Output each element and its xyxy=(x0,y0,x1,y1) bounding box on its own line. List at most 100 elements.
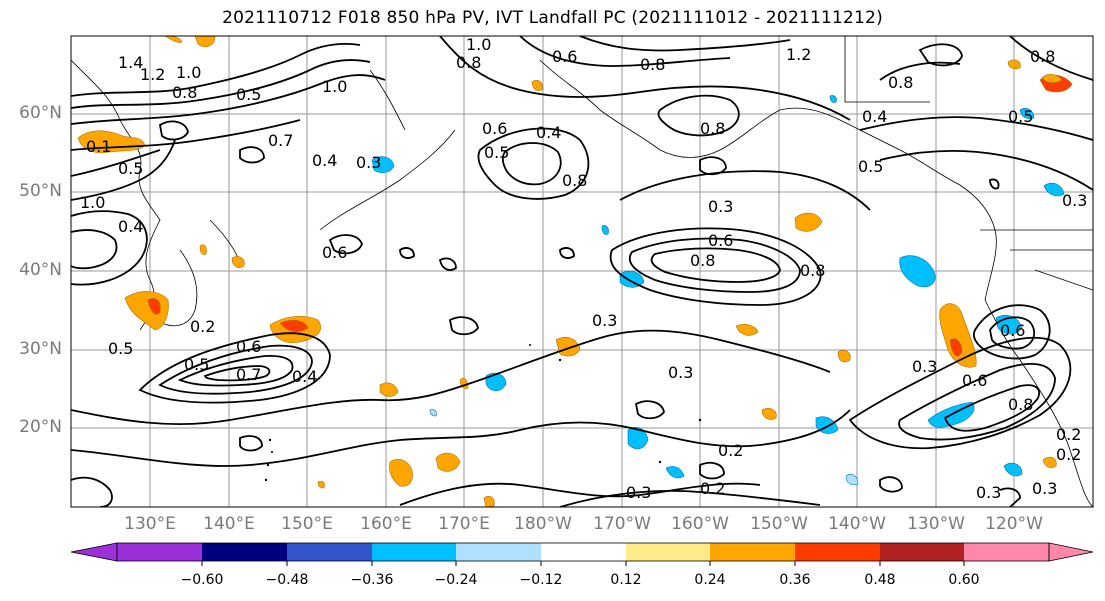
contour-label: 0.3 xyxy=(592,311,617,330)
lon-label: 150°E xyxy=(281,514,333,534)
contour-label: 1.4 xyxy=(118,53,143,72)
contour-label: 0.7 xyxy=(268,131,293,150)
contour-label: 0.2 xyxy=(1056,425,1081,444)
contour-label: 0.3 xyxy=(976,483,1001,502)
contour-label: 0.4 xyxy=(536,123,561,142)
contour-label: 0.3 xyxy=(708,197,733,216)
contour-label: 1.0 xyxy=(176,63,201,82)
contour-label: 0.8 xyxy=(888,73,913,92)
colorbar-tick-label: −0.24 xyxy=(434,572,478,588)
contour-labels: 1.4 1.2 1.0 0.8 1.0 1.0 0.8 0.6 0.8 1.2 … xyxy=(80,35,1087,502)
colorbar-frame xyxy=(116,542,1050,562)
contour-label: 1.2 xyxy=(140,65,165,84)
map-frame xyxy=(70,35,1094,508)
lon-label: 140°W xyxy=(828,514,886,534)
lon-label: 160°W xyxy=(671,514,729,534)
colorbar-tick-label: 0.48 xyxy=(864,572,896,588)
contour-label: 1.0 xyxy=(322,77,347,96)
contour-label: 0.3 xyxy=(1032,479,1057,498)
colorbar-tick-label: −0.48 xyxy=(265,572,309,588)
contour-label: 0.3 xyxy=(668,363,693,382)
lon-label: 130°E xyxy=(124,514,176,534)
contour-label: 0.8 xyxy=(700,119,725,138)
colorbar-tick-label: −0.36 xyxy=(350,572,394,588)
negative-anomaly-shading xyxy=(371,95,1065,486)
colorbar xyxy=(70,542,1094,566)
lat-label: 50°N xyxy=(19,181,62,201)
colorbar-tick-label: −0.60 xyxy=(180,572,224,588)
contour-label: 0.8 xyxy=(1030,47,1055,66)
contour-label: 0.8 xyxy=(562,171,587,190)
colorbar-low-extend xyxy=(70,542,118,562)
contour-label: 0.5 xyxy=(858,157,883,176)
colorbar-segment xyxy=(710,543,795,561)
contour-label: 0.7 xyxy=(236,365,261,384)
colorbar-segment xyxy=(287,543,372,561)
colorbar-segment xyxy=(372,543,456,561)
contour-label: 0.8 xyxy=(640,55,665,74)
contour-label: 0.8 xyxy=(456,53,481,72)
contour-label: 0.4 xyxy=(312,151,337,170)
colorbar-segment xyxy=(456,543,541,561)
lat-label: 20°N xyxy=(19,417,62,437)
colorbar-tick-label: 0.60 xyxy=(948,572,980,588)
contour-label: 0.8 xyxy=(690,251,715,270)
colorbar-segment xyxy=(626,543,710,561)
colorbar-segment xyxy=(202,543,287,561)
colorbar-segment xyxy=(795,543,880,561)
contour-label: 0.8 xyxy=(1008,395,1033,414)
contour-label: 0.6 xyxy=(322,243,347,262)
contour-label: 0.3 xyxy=(1062,191,1087,210)
lat-label: 30°N xyxy=(19,339,62,359)
contour-label: 0.2 xyxy=(1056,445,1081,464)
contour-label: 0.2 xyxy=(190,317,215,336)
lon-label: 180°W xyxy=(514,514,572,534)
lon-label: 130°W xyxy=(907,514,965,534)
colorbar-segment xyxy=(964,543,1049,561)
contour-label: 0.5 xyxy=(484,143,509,162)
pv-contours xyxy=(71,36,1093,507)
lon-label: 120°W xyxy=(985,514,1043,534)
colorbar-high-extend xyxy=(1048,542,1094,562)
contour-label: 0.8 xyxy=(172,83,197,102)
lon-label: 140°E xyxy=(203,514,255,534)
lon-label: 160°E xyxy=(360,514,412,534)
lat-label: 60°N xyxy=(19,103,62,123)
contour-label: 0.6 xyxy=(482,119,507,138)
lat-label: 40°N xyxy=(19,260,62,280)
contour-label: 0.6 xyxy=(1000,321,1025,340)
colorbar-tick-label: 0.12 xyxy=(610,572,642,588)
contour-label: 0.5 xyxy=(184,355,209,374)
islands xyxy=(264,344,702,482)
contour-label: 0.3 xyxy=(626,483,651,502)
contour-label: 0.6 xyxy=(708,231,733,250)
contour-label: 0.2 xyxy=(718,441,743,460)
colorbar-tick-label: 0.36 xyxy=(779,572,811,588)
contour-label: 0.4 xyxy=(292,367,317,386)
lon-label: 170°E xyxy=(438,514,490,534)
contour-label: 0.5 xyxy=(118,159,143,178)
map-title: 2021110712 F018 850 hPa PV, IVT Landfall… xyxy=(222,8,883,28)
contour-label: 0.8 xyxy=(800,261,825,280)
contour-label: 0.6 xyxy=(962,371,987,390)
lon-label: 150°W xyxy=(750,514,808,534)
contour-label: 0.5 xyxy=(108,339,133,358)
colorbar-ticks xyxy=(201,561,965,566)
colorbar-segment xyxy=(117,543,202,561)
contour-label: 0.3 xyxy=(912,357,937,376)
colorbar-tick-label: 0.24 xyxy=(694,572,726,588)
colorbar-segment xyxy=(880,543,964,561)
lon-label: 170°W xyxy=(593,514,651,534)
contour-label: 0.5 xyxy=(236,85,261,104)
contour-label: 1.0 xyxy=(80,193,105,212)
contour-label: 1.2 xyxy=(786,45,811,64)
contour-label: 0.6 xyxy=(552,47,577,66)
contour-label: 0.4 xyxy=(862,107,887,126)
positive-anomaly-shading xyxy=(77,36,1073,507)
contour-label: 1.0 xyxy=(466,35,491,54)
contour-label: 0.5 xyxy=(1008,107,1033,126)
colorbar-segment xyxy=(541,543,626,561)
contour-label: 0.4 xyxy=(118,217,143,236)
contour-label: 0.2 xyxy=(700,479,725,498)
